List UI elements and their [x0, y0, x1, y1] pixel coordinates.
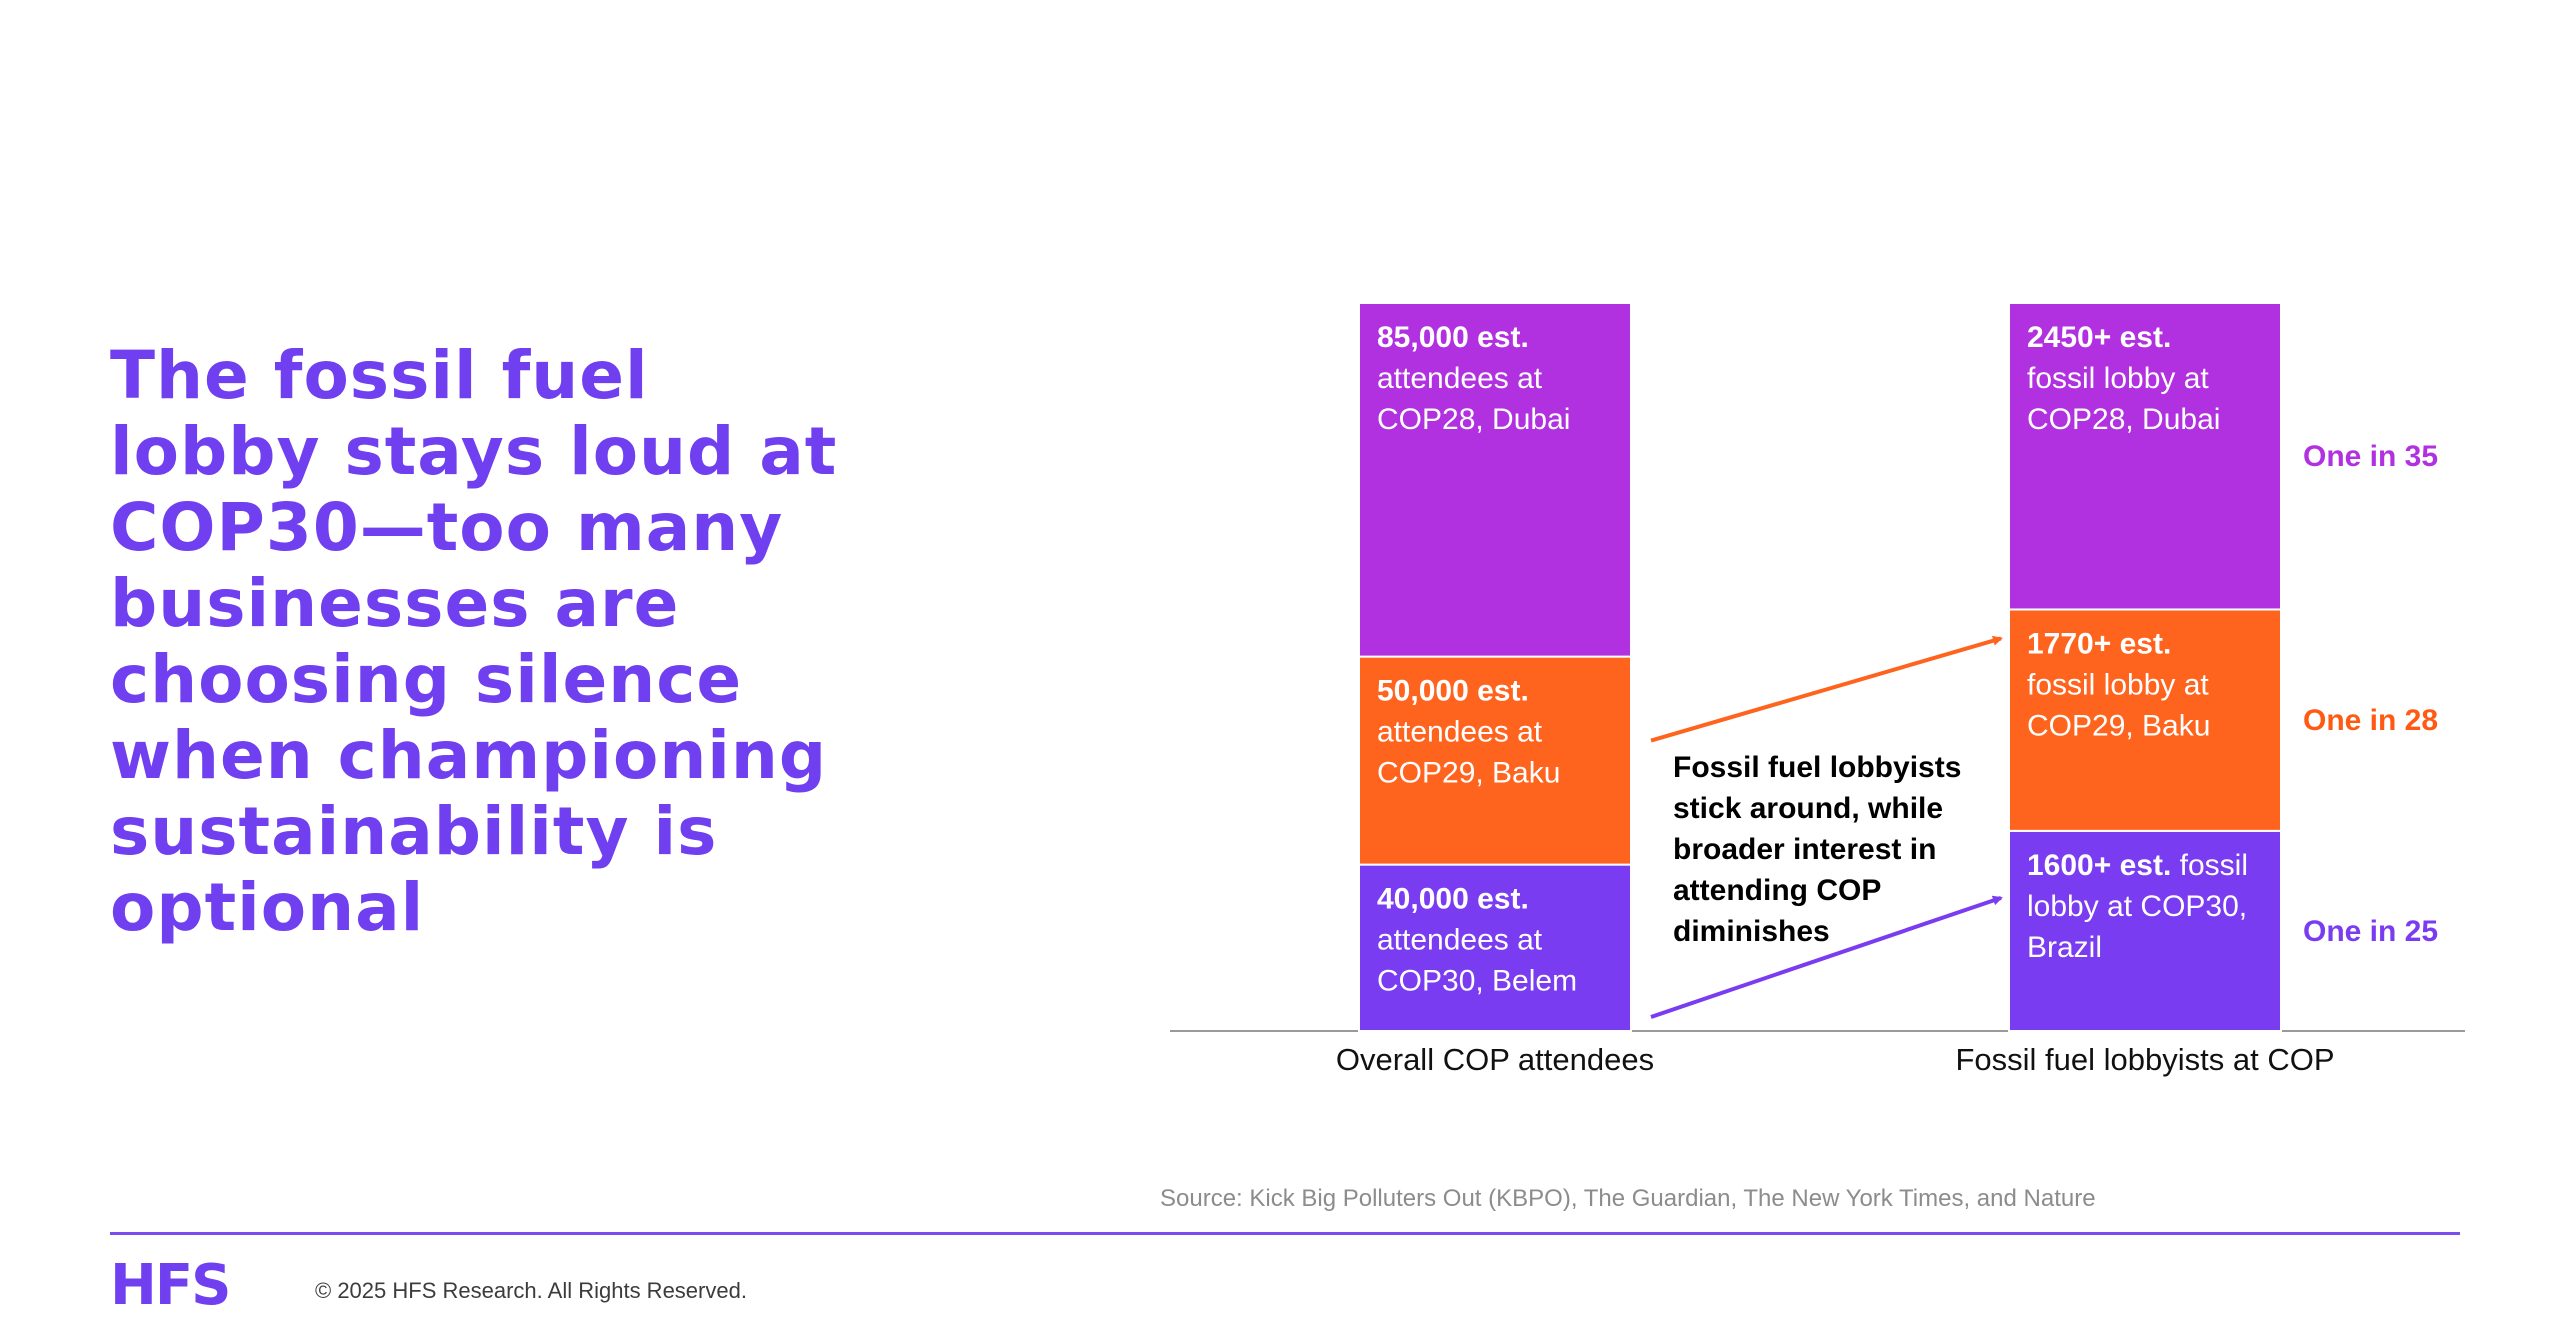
- annotation-text: Fossil fuel lobbyists: [1673, 751, 1961, 784]
- segment-label: COP29, Baku: [1377, 757, 1560, 790]
- bar-segment: [2008, 608, 2282, 832]
- segment-label: Brazil: [2027, 931, 2102, 964]
- segment-label: 1770+ est.: [2027, 627, 2171, 660]
- ratio-label: One in 35: [2303, 440, 2438, 473]
- segment-label: COP28, Dubai: [2027, 403, 2220, 436]
- annotation-text: stick around, while: [1673, 792, 1943, 825]
- segment-label: COP28, Dubai: [1377, 403, 1570, 436]
- annotation-text: diminishes: [1673, 915, 1830, 948]
- segment-label: 85,000 est.: [1377, 321, 1529, 354]
- trend-arrow-violet: [1650, 895, 2003, 1019]
- headline-line: choosing silence: [110, 641, 743, 718]
- segment-label: attendees at: [1377, 924, 1543, 957]
- bar-segment: [2008, 829, 2282, 1032]
- bar-segment: [2008, 302, 2282, 611]
- bar-segment: [1358, 302, 1632, 658]
- headline-line: lobby stays loud at: [110, 413, 838, 490]
- segment-label: 2450+ est.: [2027, 321, 2171, 354]
- copyright: © 2025 HFS Research. All Rights Reserved…: [315, 1278, 747, 1303]
- segment-label: attendees at: [1377, 716, 1543, 749]
- segment-label: COP30, Belem: [1377, 965, 1577, 998]
- headline-line: COP30—too many: [110, 489, 784, 566]
- footer-divider: [110, 1232, 2460, 1235]
- headline-line: when championing: [110, 717, 828, 794]
- headline-line: optional: [110, 869, 425, 946]
- bar-segment: [1358, 655, 1632, 866]
- segment-label: fossil lobby at: [2027, 362, 2209, 395]
- headline-line: sustainability is: [110, 793, 718, 870]
- headline-line: businesses are: [110, 565, 680, 642]
- segment-label: lobby at COP30,: [2027, 890, 2247, 923]
- hfs-logo: HFS: [110, 1253, 231, 1318]
- segment-label: attendees at: [1377, 362, 1543, 395]
- headline: The fossil fuel lobby stays loud at COP3…: [110, 338, 1070, 946]
- ratio-label: One in 25: [2303, 915, 2438, 948]
- annotation-text: attending COP: [1673, 874, 1881, 907]
- segment-label: 40,000 est.: [1377, 883, 1529, 916]
- segment-label: fossil lobby at: [2027, 668, 2209, 701]
- segment-label: COP29, Baku: [2027, 709, 2210, 742]
- category-label: Fossil fuel lobbyists at COP: [1955, 1042, 2334, 1077]
- headline-line: The fossil fuel: [110, 337, 649, 414]
- source-note: Source: Kick Big Polluters Out (KBPO), T…: [1160, 1185, 2096, 1212]
- segment-label: 50,000 est.: [1377, 675, 1529, 708]
- annotation-text: broader interest in: [1673, 833, 1936, 866]
- segment-label: 1600+ est. fossil: [2027, 849, 2248, 882]
- trend-arrow-orange: [1650, 635, 2003, 743]
- ratio-label: One in 28: [2303, 704, 2438, 737]
- category-label: Overall COP attendees: [1336, 1042, 1654, 1077]
